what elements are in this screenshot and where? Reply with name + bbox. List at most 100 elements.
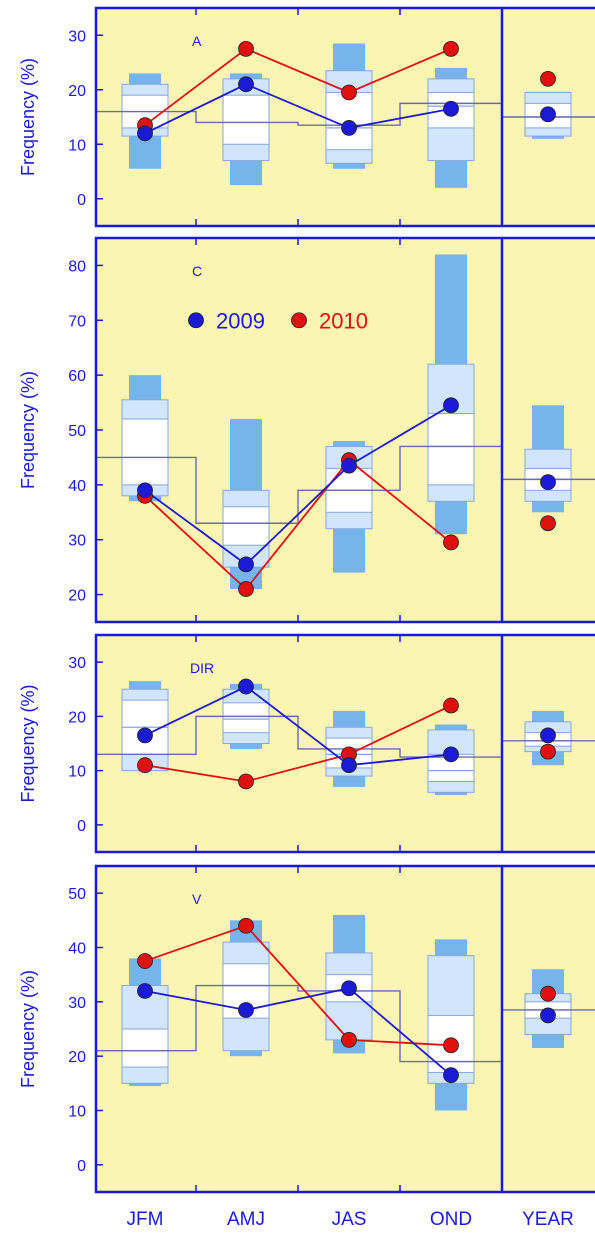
point-2009-amj <box>238 556 254 573</box>
point-2010-ond <box>443 697 459 714</box>
point-2009-year <box>540 106 556 123</box>
y-axis-title: Frequency (%) <box>18 970 38 1088</box>
inner-box <box>427 753 475 782</box>
point-2010-year <box>540 985 556 1002</box>
inner-box <box>222 702 270 734</box>
category-axis: JFM AMJ JAS OND YEAR <box>127 1209 574 1230</box>
y-tick-label: 40 <box>68 478 86 495</box>
point-2009-jas <box>341 980 357 997</box>
y-axis-title: Frequency (%) <box>18 371 38 489</box>
series-line-2010 <box>144 924 452 1047</box>
point-2010-jas <box>341 1031 357 1048</box>
inner-box <box>222 506 270 546</box>
point-2010-amj <box>238 40 254 57</box>
y-axis-title: Frequency (%) <box>18 58 38 176</box>
point-2010-amj <box>238 581 254 597</box>
point-2010-year <box>540 70 556 87</box>
series-line-2010 <box>144 458 452 591</box>
y-tick-label: 30 <box>68 28 86 45</box>
box-jfm <box>121 375 169 502</box>
point-2009-year <box>540 1007 556 1024</box>
point-2010-ond <box>443 1037 459 1054</box>
point-2009-jas <box>341 457 357 474</box>
panel-label: C <box>192 263 202 279</box>
inner-box <box>427 413 475 486</box>
point-2009-jfm <box>137 983 153 999</box>
y-tick-label: 20 <box>68 588 86 605</box>
point-2010-year <box>540 515 556 532</box>
panel-label: A <box>192 33 202 49</box>
panel-a: 0 10 20 30 Frequency (%) A <box>18 6 595 228</box>
panel-v: 0 10 20 30 40 50 Frequency (%) V <box>18 864 595 1194</box>
point-2009-ond <box>443 1067 459 1084</box>
legend-marker-2010 <box>291 312 307 329</box>
point-2009-amj <box>238 76 254 93</box>
y-tick-label: 0 <box>77 192 86 209</box>
point-2009-jas <box>341 757 357 774</box>
series-line-2010 <box>144 704 452 783</box>
panel-frame <box>94 236 595 624</box>
y-tick-label: 10 <box>68 764 86 781</box>
y-tick-label: 30 <box>68 533 86 550</box>
inner-box <box>222 94 270 145</box>
panels: 0 10 20 30 Frequency (%) A 20 30 40 50 60 70 80 Frequ… <box>18 6 595 1194</box>
point-2009-year <box>540 474 556 491</box>
y-tick-label: 0 <box>77 818 86 835</box>
y-tick-label: 0 <box>77 1158 86 1175</box>
y-tick-label: 10 <box>68 1104 86 1121</box>
inner-box <box>121 418 169 486</box>
panel-dir: 0 10 20 30 Frequency (%) DIR <box>18 633 595 854</box>
point-2010-amj <box>238 773 254 790</box>
point-2009-jas <box>341 120 357 136</box>
panel-c: 20 30 40 50 60 70 80 Frequency (%) C 2009 2010 <box>18 236 595 624</box>
y-tick-label: 70 <box>68 313 86 330</box>
y-tick-label: 30 <box>68 655 86 672</box>
y-tick-label: 20 <box>68 709 86 726</box>
box-ond <box>427 939 475 1111</box>
y-tick-label: 80 <box>68 258 86 275</box>
point-2010-jfm <box>137 953 153 969</box>
box-jfm <box>121 681 169 772</box>
y-tick-label: 40 <box>68 941 86 958</box>
box-jfm <box>121 958 169 1087</box>
point-2010-jfm <box>137 757 153 774</box>
category-label-amj: AMJ <box>227 1209 265 1230</box>
legend-label-2010: 2010 <box>319 308 368 333</box>
point-2009-jfm <box>137 727 153 744</box>
point-2009-ond <box>443 746 459 763</box>
point-2009-jfm <box>137 125 153 142</box>
point-2009-amj <box>238 678 254 695</box>
panel-label: V <box>192 891 202 907</box>
category-label-year: YEAR <box>522 1209 574 1230</box>
panel-frame <box>94 864 595 1194</box>
point-2009-amj <box>238 1002 254 1018</box>
box-amj <box>222 920 270 1057</box>
y-tick-label: 20 <box>68 1049 86 1066</box>
category-label-jfm: JFM <box>127 1209 164 1230</box>
y-tick-label: 50 <box>68 886 86 903</box>
point-2010-year <box>540 743 556 760</box>
panel-label: DIR <box>190 660 214 676</box>
point-2010-jas <box>341 84 357 101</box>
panel-frame <box>94 633 595 854</box>
series-line-2009 <box>144 987 452 1076</box>
point-2009-jfm <box>137 482 153 499</box>
panel-frame <box>94 6 595 228</box>
legend-label-2009: 2009 <box>216 308 265 333</box>
category-label-ond: OND <box>430 1209 472 1230</box>
y-tick-label: 30 <box>68 995 86 1012</box>
box-ond <box>427 724 475 796</box>
y-axis-title: Frequency (%) <box>18 684 38 802</box>
box-ond <box>427 67 475 188</box>
y-tick-label: 50 <box>68 423 86 440</box>
series-line-2009 <box>144 404 452 566</box>
y-tick-label: 20 <box>68 83 86 100</box>
point-2010-ond <box>443 40 459 57</box>
point-2009-year <box>540 727 556 744</box>
box-ond <box>427 254 475 535</box>
series-line-2009 <box>144 83 452 135</box>
category-label-jas: JAS <box>332 1209 367 1230</box>
y-tick-label: 60 <box>68 368 86 385</box>
point-2009-ond <box>443 397 459 414</box>
